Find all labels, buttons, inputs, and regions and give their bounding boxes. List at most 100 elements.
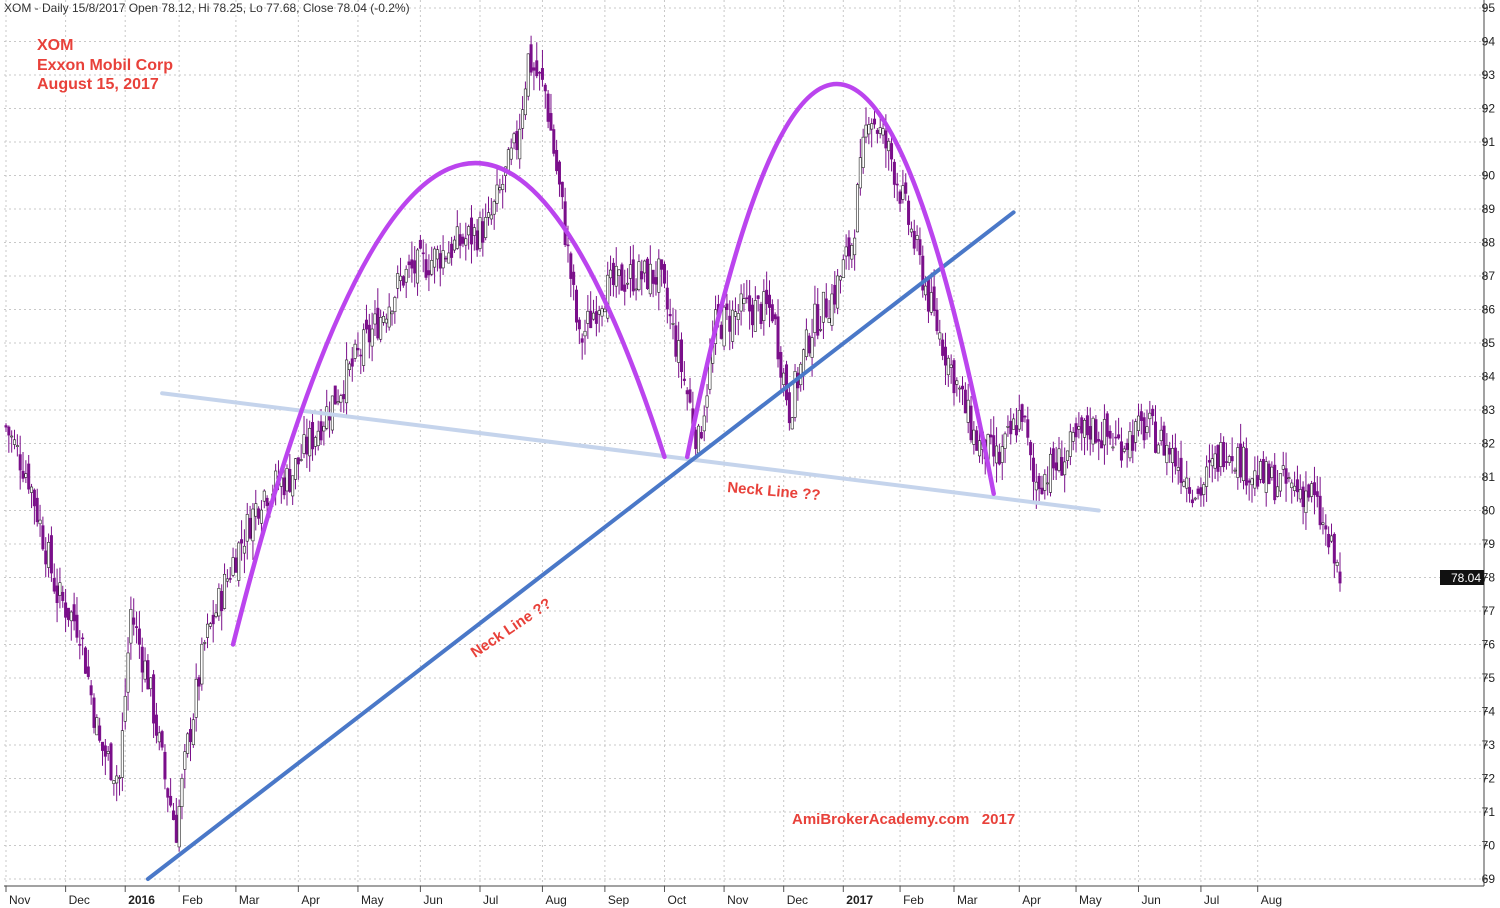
candle-body: [18, 454, 22, 471]
candle-body: [512, 133, 516, 144]
candle-body: [407, 261, 411, 266]
pattern-overlays: [145, 81, 1101, 881]
candle-body: [251, 508, 255, 542]
candle-body: [416, 249, 420, 284]
candle-body: [257, 508, 261, 519]
candle-body: [813, 303, 817, 333]
candle-body: [1202, 484, 1206, 495]
candle-body: [572, 271, 576, 285]
candle-body: [294, 458, 298, 480]
candle-body: [733, 311, 737, 317]
candle-body: [589, 310, 593, 329]
candle-body: [49, 535, 53, 574]
candle-body: [611, 262, 615, 285]
candle-body: [328, 416, 332, 421]
candle-body: [223, 573, 227, 609]
candle-body: [793, 371, 797, 418]
candle-body: [214, 612, 218, 617]
candle-body: [651, 269, 655, 284]
y-tick-label: 78: [1482, 571, 1496, 585]
candle-body: [748, 295, 752, 312]
candle-body: [410, 259, 414, 269]
candle-body: [1057, 448, 1061, 471]
candle-body: [55, 585, 59, 604]
candle-body: [455, 226, 459, 249]
y-tick-label: 71: [1482, 805, 1496, 819]
candle-body: [1335, 562, 1339, 566]
candle-body: [609, 269, 613, 279]
candle-body: [1060, 457, 1064, 476]
candle-body: [966, 399, 970, 423]
neck-line-diagonal: [145, 210, 1016, 881]
candle-body: [535, 60, 539, 77]
candle-body: [1230, 456, 1234, 462]
right-top-arc: [684, 81, 996, 496]
candle-body: [1182, 481, 1186, 487]
candle-body: [240, 539, 244, 544]
candle-body: [1085, 415, 1089, 436]
candle-body: [370, 328, 374, 347]
candle-body: [909, 228, 913, 233]
x-tick-label: Nov: [727, 893, 748, 907]
last-price-badge: 78.04: [1440, 570, 1484, 585]
candle-body: [200, 643, 204, 685]
candle-body: [89, 685, 93, 696]
candle-body: [1066, 450, 1070, 461]
candle-body: [538, 72, 542, 74]
y-tick-label: 89: [1482, 202, 1496, 216]
candle-body: [881, 128, 885, 136]
candle-body: [101, 741, 105, 751]
candle-body: [540, 68, 544, 80]
candle-body: [180, 778, 184, 807]
candle-body: [296, 457, 300, 465]
candle-body: [626, 282, 630, 285]
candle-body: [600, 308, 604, 317]
candle-body: [1151, 408, 1155, 417]
candle-body: [487, 212, 491, 218]
last-price-badge-bg: [1440, 570, 1484, 585]
gridlines: [4, 0, 1484, 886]
candle-body: [1168, 448, 1172, 455]
candle-body: [135, 626, 139, 629]
candle-body: [765, 289, 769, 305]
candle-body: [27, 463, 31, 490]
x-tick-label: Dec: [787, 893, 808, 907]
candle-body: [234, 557, 238, 573]
x-tick-label: Feb: [903, 893, 924, 907]
candle-body: [285, 468, 289, 492]
candle-body: [853, 237, 857, 256]
candle-body: [597, 310, 601, 315]
candle-body: [1332, 533, 1336, 564]
candle-body: [1267, 463, 1271, 484]
candle-body: [1244, 448, 1248, 486]
candle-body: [413, 260, 417, 274]
candle-body: [1310, 483, 1314, 497]
candle-body: [907, 200, 911, 225]
candle-body: [586, 310, 590, 324]
candle-body: [884, 130, 888, 149]
candle-body: [824, 298, 828, 318]
candle-body: [665, 287, 669, 310]
candle-body: [1000, 446, 1004, 463]
x-tick-label: 2016: [128, 893, 155, 907]
candle-body: [1312, 482, 1316, 496]
candle-body: [435, 249, 439, 260]
candle-body: [492, 201, 496, 215]
candle-body: [861, 136, 865, 168]
candle-body: [926, 278, 930, 312]
candle-body: [245, 514, 249, 542]
candle-body: [705, 395, 709, 408]
candle-body: [401, 276, 405, 286]
candle-body: [1023, 415, 1027, 418]
y-tick-label: 94: [1482, 35, 1496, 49]
candle-body: [606, 274, 610, 319]
candle-body: [674, 325, 678, 357]
candle-body: [668, 314, 672, 317]
candle-body: [282, 477, 286, 496]
candle-body: [288, 468, 292, 492]
candle-body: [129, 609, 133, 644]
candle-body: [126, 652, 130, 693]
candle-body: [1196, 488, 1200, 494]
candle-body: [1068, 431, 1072, 457]
